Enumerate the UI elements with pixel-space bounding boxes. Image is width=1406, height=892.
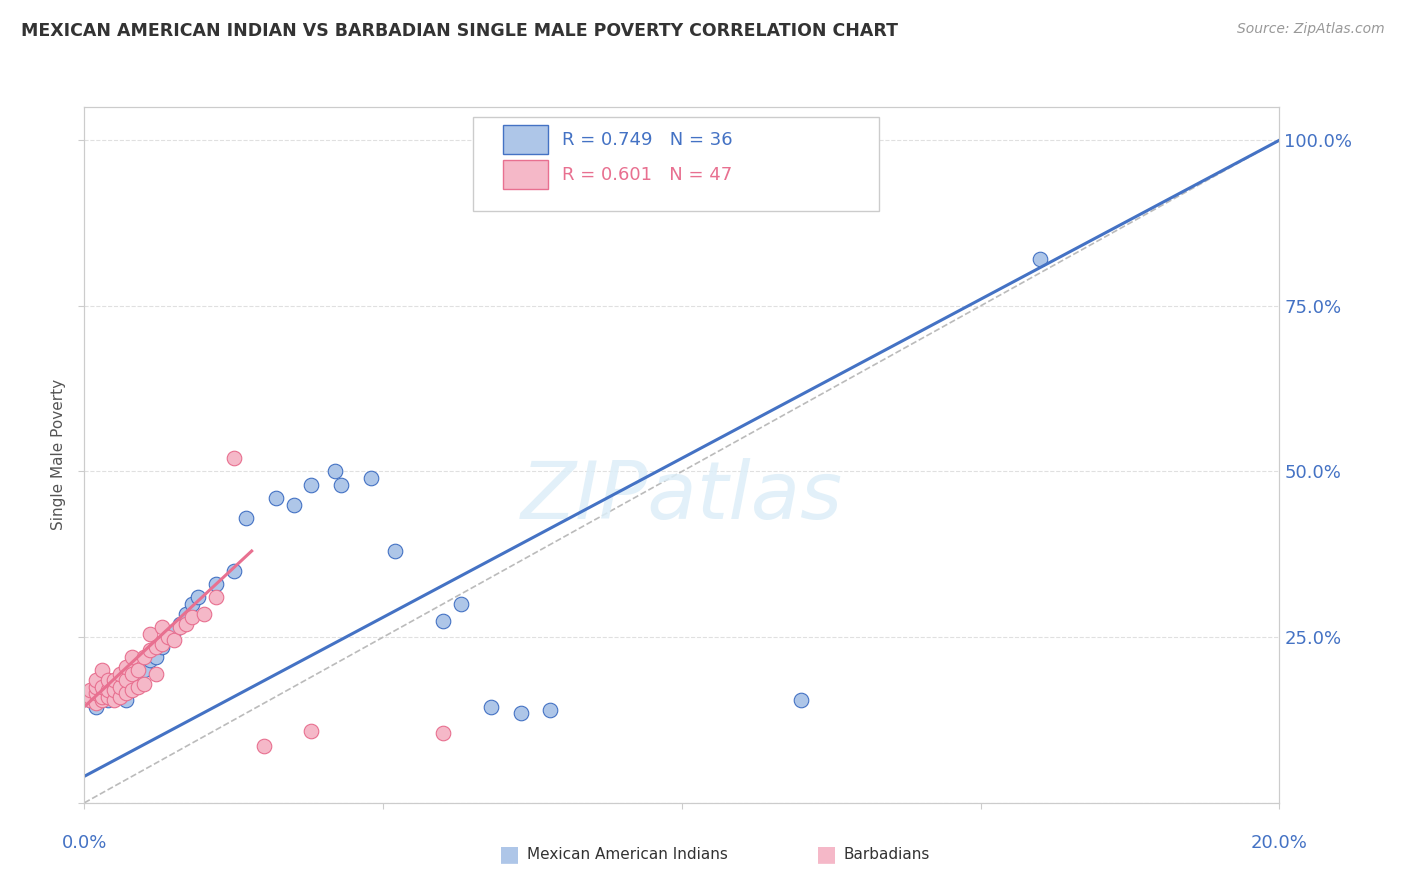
- Point: [127, 663, 149, 677]
- Point: [115, 660, 138, 674]
- Point: [110, 686, 132, 700]
- Point: [86, 686, 108, 700]
- Point: [110, 680, 132, 694]
- Point: [145, 640, 167, 654]
- Point: [205, 577, 228, 591]
- Point: [360, 471, 382, 485]
- Point: [139, 653, 162, 667]
- Point: [121, 650, 143, 665]
- Point: [540, 703, 562, 717]
- Point: [180, 597, 204, 611]
- Point: [790, 693, 813, 707]
- Point: [301, 477, 323, 491]
- Point: [157, 630, 180, 644]
- Point: [174, 616, 197, 631]
- Point: [450, 597, 472, 611]
- Point: [330, 477, 353, 491]
- Point: [432, 726, 454, 740]
- Point: [283, 498, 305, 512]
- Point: [180, 610, 204, 624]
- Point: [145, 666, 167, 681]
- Point: [127, 670, 149, 684]
- Point: [132, 663, 156, 677]
- Bar: [503, 125, 548, 154]
- Text: 0.0%: 0.0%: [62, 834, 107, 852]
- Point: [264, 491, 287, 505]
- Point: [150, 640, 173, 654]
- Point: [205, 591, 228, 605]
- Point: [187, 591, 209, 605]
- Point: [222, 451, 245, 466]
- Point: [103, 683, 125, 698]
- Point: [157, 630, 180, 644]
- Point: [150, 620, 173, 634]
- Point: [97, 690, 120, 704]
- Point: [91, 693, 114, 707]
- Text: Source: ZipAtlas.com: Source: ZipAtlas.com: [1237, 22, 1385, 37]
- Point: [97, 673, 120, 688]
- Point: [139, 643, 162, 657]
- Point: [163, 624, 186, 638]
- Point: [115, 693, 138, 707]
- Point: [139, 627, 162, 641]
- Point: [235, 511, 257, 525]
- Point: [169, 620, 191, 634]
- Point: [193, 607, 215, 621]
- Bar: [503, 160, 548, 189]
- Point: [86, 680, 108, 694]
- Point: [110, 666, 132, 681]
- Point: [79, 690, 101, 704]
- Point: [121, 683, 143, 698]
- Text: R = 0.601   N = 47: R = 0.601 N = 47: [562, 166, 733, 184]
- Point: [432, 614, 454, 628]
- Point: [174, 607, 197, 621]
- FancyBboxPatch shape: [472, 118, 879, 211]
- Point: [509, 706, 531, 721]
- Point: [222, 564, 245, 578]
- Point: [121, 680, 143, 694]
- Point: [110, 690, 132, 704]
- Point: [115, 686, 138, 700]
- Point: [103, 693, 125, 707]
- Y-axis label: Single Male Poverty: Single Male Poverty: [51, 379, 66, 531]
- Text: ■: ■: [499, 845, 520, 864]
- Point: [79, 693, 101, 707]
- Point: [91, 690, 114, 704]
- Point: [163, 633, 186, 648]
- Point: [86, 697, 108, 711]
- Point: [127, 680, 149, 694]
- Text: 20.0%: 20.0%: [1251, 834, 1308, 852]
- Text: Mexican American Indians: Mexican American Indians: [527, 847, 728, 862]
- Point: [115, 673, 138, 688]
- Point: [145, 650, 167, 665]
- Point: [86, 673, 108, 688]
- Point: [79, 693, 101, 707]
- Point: [97, 683, 120, 698]
- Point: [301, 724, 323, 739]
- Text: R = 0.749   N = 36: R = 0.749 N = 36: [562, 131, 733, 149]
- Point: [91, 680, 114, 694]
- Point: [121, 666, 143, 681]
- Point: [103, 683, 125, 698]
- Point: [1029, 252, 1052, 267]
- Point: [79, 683, 101, 698]
- Point: [97, 693, 120, 707]
- Point: [91, 690, 114, 704]
- Point: [91, 663, 114, 677]
- Point: [253, 739, 276, 754]
- Point: [479, 699, 502, 714]
- Text: ■: ■: [815, 845, 837, 864]
- Text: Barbadians: Barbadians: [844, 847, 929, 862]
- Point: [132, 650, 156, 665]
- Point: [86, 699, 108, 714]
- Point: [323, 465, 347, 479]
- Text: ZIPatlas: ZIPatlas: [520, 458, 844, 536]
- Point: [384, 544, 406, 558]
- Point: [103, 673, 125, 688]
- Point: [169, 616, 191, 631]
- Point: [150, 637, 173, 651]
- Text: MEXICAN AMERICAN INDIAN VS BARBADIAN SINGLE MALE POVERTY CORRELATION CHART: MEXICAN AMERICAN INDIAN VS BARBADIAN SIN…: [21, 22, 898, 40]
- Point: [132, 676, 156, 690]
